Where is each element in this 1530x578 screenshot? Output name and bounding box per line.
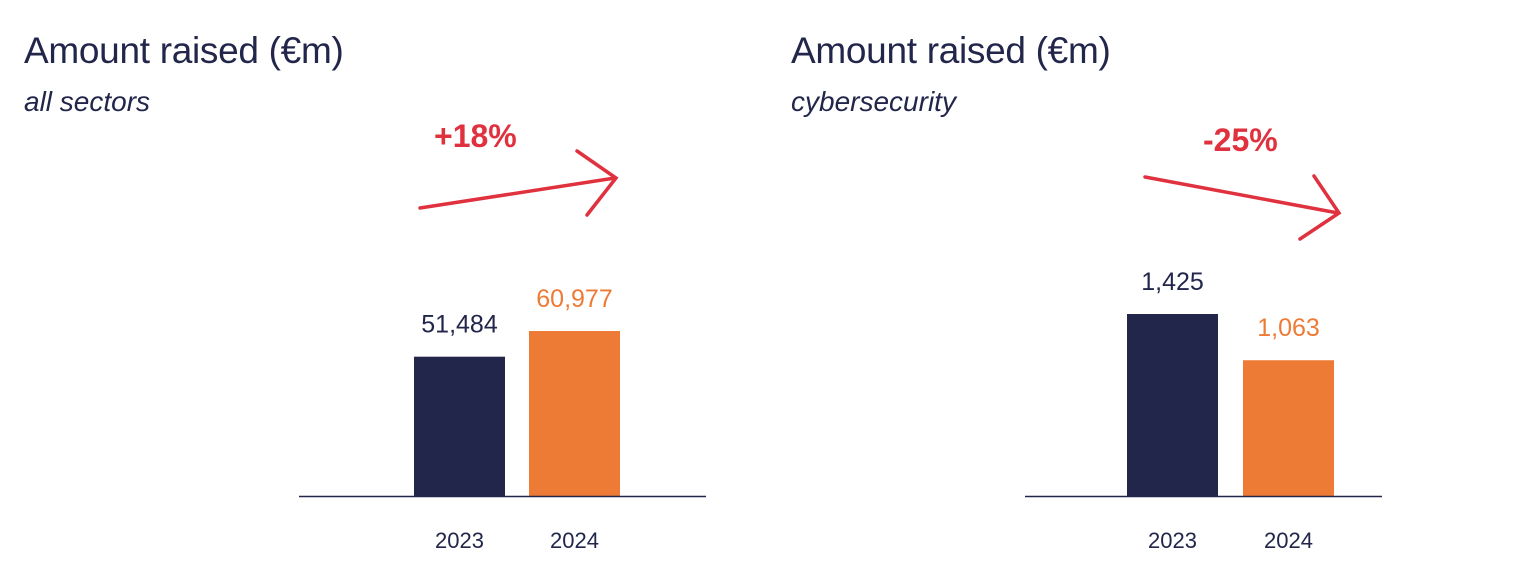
- trend-up-arrow-icon: [418, 149, 619, 217]
- x-tick-label-2023: 2023: [435, 528, 484, 553]
- chart-title: Amount raised (€m): [791, 30, 1111, 71]
- x-tick-label-2024: 2024: [550, 528, 599, 553]
- bar-value-label-2024: 60,977: [536, 285, 612, 313]
- bar-value-label-2023: 51,484: [421, 311, 498, 339]
- bar-2024: [529, 331, 620, 496]
- chart-subtitle: all sectors: [24, 86, 151, 117]
- x-tick-label-2024: 2024: [1264, 528, 1313, 553]
- bar-2023: [1127, 314, 1218, 496]
- trend-down-arrow-icon: [1143, 174, 1342, 241]
- bar-chart-cybersecurity: 1,425 2023 1,063 2024: [1025, 268, 1382, 553]
- bar-2023: [414, 356, 505, 496]
- bar-value-label-2023: 1,425: [1141, 268, 1204, 296]
- chart-subtitle: cybersecurity: [791, 86, 956, 117]
- change-percentage-label: +18%: [434, 118, 517, 154]
- chart-title: Amount raised (€m): [24, 30, 344, 71]
- change-percentage-label: -25%: [1203, 122, 1278, 158]
- chart-panel-cybersecurity: Amount raised (€m) cybersecurity -25% 1,…: [765, 0, 1530, 578]
- chart-panel-all-sectors: Amount raised (€m) all sectors +18% 51,4…: [24, 30, 706, 553]
- x-tick-label-2023: 2023: [1148, 528, 1197, 553]
- bar-chart-all-sectors: 51,484 2023 60,977 2024: [299, 285, 706, 553]
- bar-value-label-2024: 1,063: [1257, 314, 1320, 342]
- bar-2024: [1243, 360, 1334, 496]
